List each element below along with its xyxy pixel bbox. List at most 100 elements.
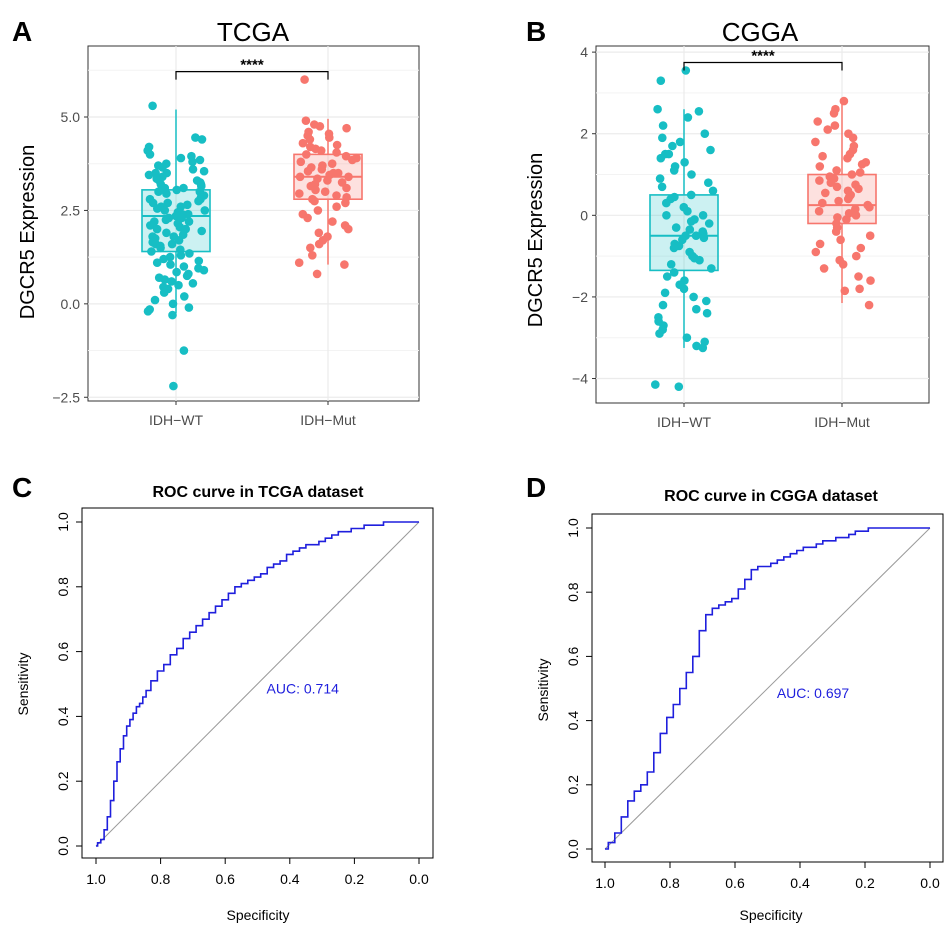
chart-b-point [707, 264, 716, 273]
chart-a-point [185, 249, 194, 258]
chart-a-point [295, 172, 305, 182]
chart-b-point [655, 329, 664, 338]
chart-b-point [843, 153, 852, 163]
chart-d-ytick-label: 0.6 [565, 646, 581, 666]
chart-d-ytick-label: 0.2 [565, 775, 581, 795]
chart-a-point [179, 262, 189, 271]
chart-a-point [300, 75, 309, 84]
chart-a-point [314, 239, 324, 249]
chart-a-point [341, 198, 350, 208]
chart-a-point [296, 157, 306, 167]
chart-b-point [651, 380, 660, 389]
chart-d-roc-curve [605, 527, 930, 850]
chart-a-point [332, 202, 341, 211]
chart-a-point [169, 381, 178, 391]
chart-b-point [854, 272, 863, 281]
chart-b-point [832, 166, 841, 175]
chart-b-point [658, 300, 668, 310]
chart-a-point [162, 189, 171, 198]
chart-d-ytick-label: 0.4 [565, 711, 581, 731]
chart-c-ytick-label: 0.8 [55, 577, 71, 597]
chart-b-point [815, 162, 825, 171]
chart-b-point [811, 137, 820, 147]
chart-a-ytick-label: 2.5 [61, 202, 81, 218]
chart-a-point [145, 150, 155, 159]
chart-c-title: ROC curve in TCGA dataset [152, 484, 364, 501]
chart-b-point [660, 288, 670, 298]
chart-c-xtick-label: 0.6 [215, 871, 235, 887]
chart-a-point [323, 176, 332, 185]
chart-b-point [815, 176, 824, 185]
chart-b-xtick-label: IDH−Mut [814, 414, 870, 430]
chart-a-xtick-label: IDH−WT [149, 412, 204, 428]
chart-d-ytick-label: 0.0 [565, 839, 581, 859]
chart-a-point [295, 189, 304, 198]
chart-a-point [176, 251, 186, 260]
chart-a-point [344, 224, 353, 234]
chart-d-xtick-label: 1.0 [595, 875, 615, 891]
chart-a-point [313, 206, 323, 215]
chart-b-title: CGGA [722, 17, 799, 47]
chart-b-point [682, 333, 692, 343]
chart-a-point [180, 292, 189, 301]
chart-c-xtick-label: 0.4 [280, 871, 300, 887]
chart-a-point [302, 150, 311, 159]
chart-a-ytick-label: 0.0 [61, 296, 81, 312]
chart-b-point [664, 149, 674, 159]
chart-a-point [197, 226, 206, 236]
chart-a-point [199, 166, 209, 176]
chart-c-ytick-label: 0.6 [55, 642, 71, 662]
chart-a-point [197, 135, 207, 144]
chart-a-content: −2.5 0.0 2.5 5.0 IDH−WT IDH−Mut **** [52, 46, 419, 428]
chart-a-title: TCGA [217, 17, 290, 47]
chart-a-point [179, 346, 189, 355]
chart-a-point [340, 260, 349, 269]
chart-a-significance-label: **** [240, 57, 264, 74]
chart-b-point [658, 121, 668, 130]
panel-label-b: B [526, 16, 546, 47]
chart-d-reference-diagonal [604, 527, 931, 850]
chart-b-content: −4 −2 0 2 4 IDH−WT IDH−Mut **** [572, 44, 929, 430]
chart-a-point [182, 271, 192, 281]
chart-a-point [154, 187, 163, 196]
chart-a-point [183, 200, 192, 210]
chart-b-plot-area [595, 45, 930, 404]
chart-b-ytick-label: 4 [580, 44, 588, 60]
chart-b-point [675, 137, 685, 147]
chart-b-point [818, 198, 827, 208]
chart-a-point [348, 155, 357, 165]
chart-b-point [842, 215, 851, 224]
chart-b-point [708, 186, 718, 196]
chart-b-point [680, 158, 689, 167]
chart-b-point [694, 107, 704, 116]
chart-b-point [662, 272, 672, 281]
chart-b-point [831, 227, 841, 236]
chart-b-point [856, 243, 866, 253]
chart-b-significance-label: **** [751, 47, 775, 64]
chart-c-ytick-label: 0.4 [55, 706, 71, 726]
chart-a-point [294, 258, 304, 268]
chart-b-point [811, 247, 821, 257]
chart-d-ylabel: Sensitivity [535, 658, 551, 721]
chart-b-point [669, 166, 679, 175]
chart-d-xtick-label: 0.8 [660, 875, 680, 891]
chart-a-point [174, 280, 183, 290]
chart-a-point [153, 204, 162, 213]
chart-a-point [325, 133, 334, 142]
chart-a-point [194, 196, 203, 206]
chart-a-point [144, 170, 154, 180]
chart-a-point [163, 198, 172, 208]
chart-a-point [310, 196, 319, 206]
chart-b-point [866, 276, 875, 285]
chart-c-ytick-label: 1.0 [55, 512, 71, 532]
panel-c: C ROC curve in TCGA dataset Specificity … [12, 472, 434, 923]
chart-b-point [832, 182, 842, 192]
chart-a-ytick-label: −2.5 [52, 389, 80, 405]
chart-c-ytick-label: 0.0 [55, 836, 71, 856]
chart-c-xlabel: Specificity [226, 907, 289, 923]
chart-a-point [188, 279, 198, 288]
chart-b-point [681, 66, 691, 75]
chart-a-point [308, 251, 317, 260]
chart-a-point [176, 153, 186, 163]
